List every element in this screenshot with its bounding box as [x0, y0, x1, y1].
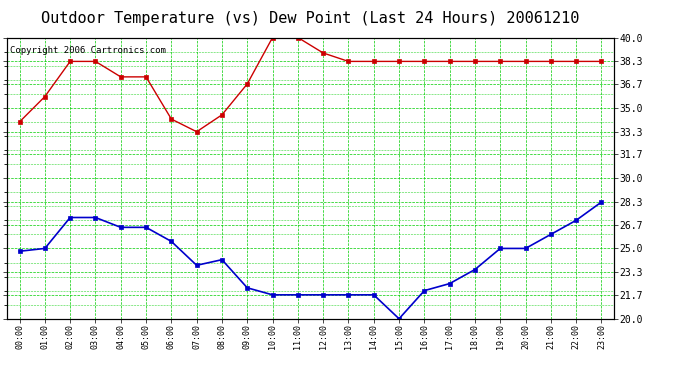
Text: Copyright 2006 Cartronics.com: Copyright 2006 Cartronics.com [10, 46, 166, 55]
Text: Outdoor Temperature (vs) Dew Point (Last 24 Hours) 20061210: Outdoor Temperature (vs) Dew Point (Last… [41, 11, 580, 26]
